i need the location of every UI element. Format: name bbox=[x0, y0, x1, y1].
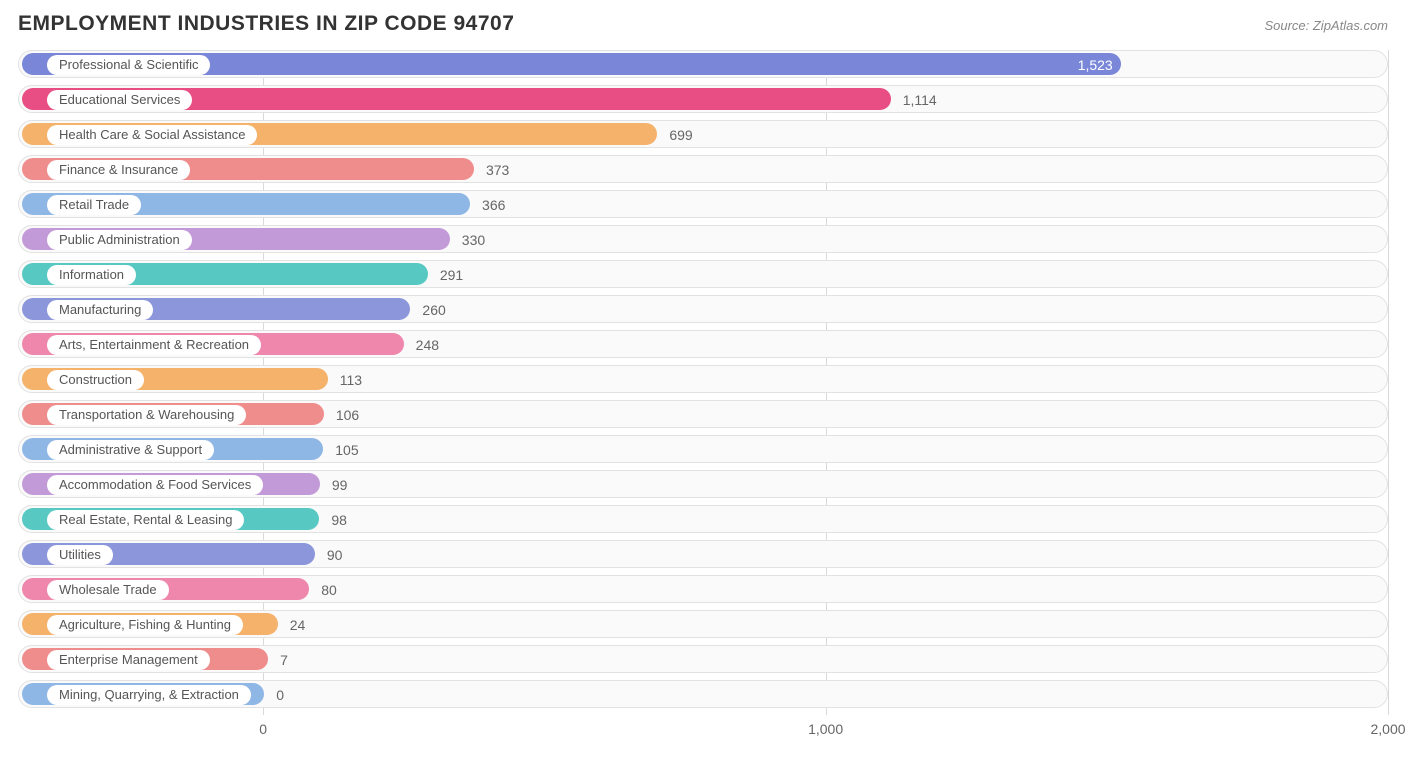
bar-category-label: Utilities bbox=[47, 545, 113, 565]
bar-category-label: Information bbox=[47, 265, 136, 285]
chart-title: EMPLOYMENT INDUSTRIES IN ZIP CODE 94707 bbox=[18, 12, 514, 36]
bar-value-label: 24 bbox=[290, 611, 306, 639]
bar-category-label: Enterprise Management bbox=[47, 650, 210, 670]
bar-value-label: 699 bbox=[669, 121, 692, 149]
bar-value-label: 0 bbox=[276, 681, 284, 709]
bar-value-label: 1,523 bbox=[1078, 51, 1113, 79]
bar-value-label: 248 bbox=[416, 331, 439, 359]
x-axis-tick-label: 2,000 bbox=[1370, 721, 1405, 737]
bar-row: Real Estate, Rental & Leasing 98 bbox=[18, 505, 1388, 533]
bar-category-label: Mining, Quarrying, & Extraction bbox=[47, 685, 251, 705]
bar-value-label: 291 bbox=[440, 261, 463, 289]
bar-value-label: 330 bbox=[462, 226, 485, 254]
bar-category-label: Finance & Insurance bbox=[47, 160, 190, 180]
bar-category-label: Educational Services bbox=[47, 90, 192, 110]
x-axis-tick-label: 0 bbox=[259, 721, 267, 737]
x-axis-tick-label: 1,000 bbox=[808, 721, 843, 737]
bar-category-label: Agriculture, Fishing & Hunting bbox=[47, 615, 243, 635]
bar-row: Retail Trade 366 bbox=[18, 190, 1388, 218]
bar-category-label: Professional & Scientific bbox=[47, 55, 210, 75]
bar-row: Wholesale Trade 80 bbox=[18, 575, 1388, 603]
bar-row: Public Administration 330 bbox=[18, 225, 1388, 253]
bar-row: Educational Services 1,114 bbox=[18, 85, 1388, 113]
bar-category-label: Accommodation & Food Services bbox=[47, 475, 263, 495]
bar-row: Transportation & Warehousing 106 bbox=[18, 400, 1388, 428]
bar-row: Arts, Entertainment & Recreation 248 bbox=[18, 330, 1388, 358]
bar-value-label: 7 bbox=[280, 646, 288, 674]
grid-line bbox=[1388, 50, 1389, 715]
bar-category-label: Arts, Entertainment & Recreation bbox=[47, 335, 261, 355]
x-axis: 01,0002,000 bbox=[18, 715, 1388, 743]
bar-value-label: 366 bbox=[482, 191, 505, 219]
bar-value-label: 98 bbox=[331, 506, 347, 534]
bar-category-label: Real Estate, Rental & Leasing bbox=[47, 510, 244, 530]
bar-row: Manufacturing 260 bbox=[18, 295, 1388, 323]
bar-row: Finance & Insurance 373 bbox=[18, 155, 1388, 183]
bar-row: Health Care & Social Assistance 699 bbox=[18, 120, 1388, 148]
bar-row: Administrative & Support 105 bbox=[18, 435, 1388, 463]
bar-row: Agriculture, Fishing & Hunting 24 bbox=[18, 610, 1388, 638]
bar-category-label: Public Administration bbox=[47, 230, 192, 250]
bar-value-label: 1,114 bbox=[903, 86, 937, 114]
bar-category-label: Health Care & Social Assistance bbox=[47, 125, 257, 145]
bar-value-label: 113 bbox=[340, 366, 362, 394]
bar-value-label: 260 bbox=[422, 296, 445, 324]
bar-row: Mining, Quarrying, & Extraction 0 bbox=[18, 680, 1388, 708]
bar-row: Enterprise Management 7 bbox=[18, 645, 1388, 673]
chart-header: EMPLOYMENT INDUSTRIES IN ZIP CODE 94707 … bbox=[18, 12, 1388, 36]
bar-value-label: 99 bbox=[332, 471, 348, 499]
chart-rows: Professional & Scientific 1,523 Educationa… bbox=[18, 50, 1388, 708]
chart-source: Source: ZipAtlas.com bbox=[1264, 18, 1388, 33]
bar-value-label: 373 bbox=[486, 156, 509, 184]
bar-value-label: 105 bbox=[335, 436, 358, 464]
bar-value-label: 106 bbox=[336, 401, 359, 429]
bar-row: Utilities 90 bbox=[18, 540, 1388, 568]
bar-row: Construction 113 bbox=[18, 365, 1388, 393]
bar-row: Professional & Scientific 1,523 bbox=[18, 50, 1388, 78]
bar-category-label: Retail Trade bbox=[47, 195, 141, 215]
bar-category-label: Construction bbox=[47, 370, 144, 390]
chart-area: Professional & Scientific 1,523 Educationa… bbox=[18, 50, 1388, 743]
bar-category-label: Administrative & Support bbox=[47, 440, 214, 460]
bar-category-label: Manufacturing bbox=[47, 300, 153, 320]
bar-row: Information 291 bbox=[18, 260, 1388, 288]
bar-category-label: Transportation & Warehousing bbox=[47, 405, 246, 425]
bar-category-label: Wholesale Trade bbox=[47, 580, 169, 600]
bar-value-label: 90 bbox=[327, 541, 343, 569]
bar-row: Accommodation & Food Services 99 bbox=[18, 470, 1388, 498]
bar-value-label: 80 bbox=[321, 576, 337, 604]
